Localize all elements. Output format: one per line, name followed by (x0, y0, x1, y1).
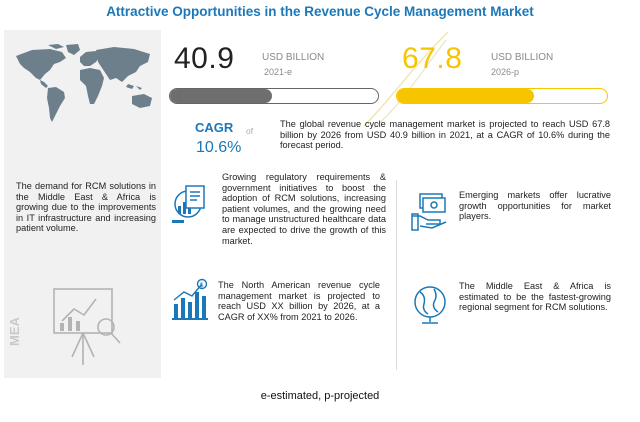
card-emerging-markets-text: Emerging markets offer lucrative growth … (459, 190, 611, 222)
market-value-2026: 67.8 (402, 42, 463, 75)
bar-2021-fill (170, 89, 272, 103)
svg-text:MEA: MEA (7, 317, 22, 347)
analytics-chart-icon (53, 288, 121, 365)
unit-2026: USD BILLION (491, 52, 554, 63)
globe-icon (414, 286, 446, 324)
money-hand-icon (411, 193, 447, 231)
card-mea-fastest-text: The Middle East & Africa is estimated to… (459, 281, 611, 313)
svg-text:$: $ (200, 283, 204, 289)
footnote: e-estimated, p-projected (260, 390, 380, 402)
bar-2026-fill (397, 89, 534, 103)
mea-panel: The demand for RCM solutions in the Midd… (4, 30, 161, 378)
cagr-label: CAGR (195, 120, 234, 135)
year-2026: 2026-p (491, 67, 520, 77)
mea-vertical-label: MEA (7, 317, 22, 347)
bar-2021 (169, 88, 379, 104)
healthcare-data-icon (172, 185, 205, 223)
cagr-value: 10.6% (196, 139, 242, 156)
card-divider (396, 180, 397, 370)
page-title: Attractive Opportunities in the Revenue … (106, 4, 534, 19)
year-2021: 2021-e (264, 67, 293, 77)
revenue-growth-icon: $ (172, 278, 208, 320)
cagr-of: of (246, 126, 254, 136)
unit-2021: USD BILLION (262, 52, 325, 63)
mea-description: The demand for RCM solutions in the Midd… (16, 181, 156, 234)
market-overview-panel: 40.9 USD BILLION 2021-e 67.8 USD BILLION… (164, 30, 626, 378)
market-summary: The global revenue cycle management mark… (280, 119, 610, 151)
market-value-2021: 40.9 (174, 42, 235, 75)
world-map-icon (16, 44, 152, 122)
bar-2026 (396, 88, 608, 104)
card-drivers-text: Growing regulatory requirements & govern… (222, 172, 386, 246)
card-north-america-text: The North American revenue cycle managem… (218, 280, 380, 322)
